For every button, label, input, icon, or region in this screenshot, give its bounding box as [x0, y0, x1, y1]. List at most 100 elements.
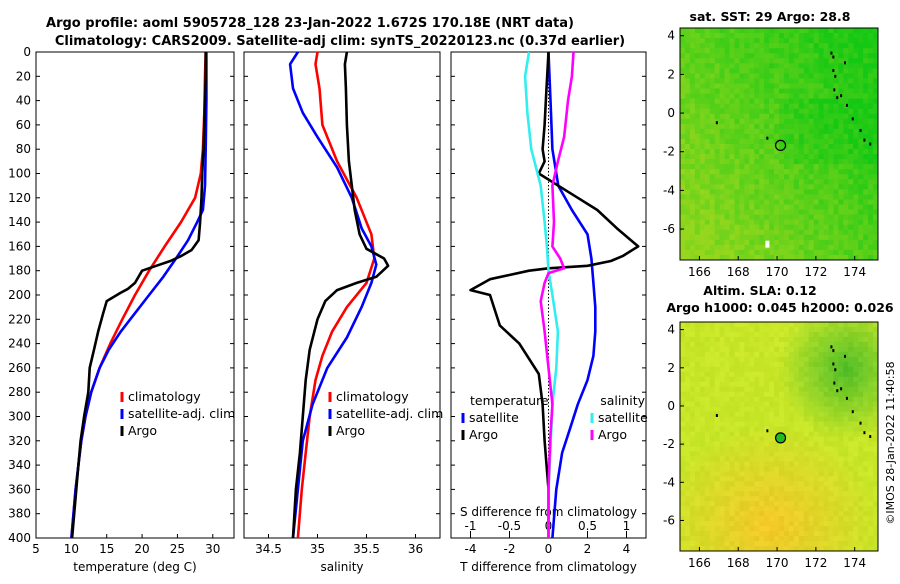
heatmap-cell	[863, 466, 869, 472]
heatmap-cell	[873, 128, 879, 135]
heatmap-cell	[699, 113, 706, 120]
heatmap-cell	[724, 133, 730, 140]
heatmap-cell	[823, 541, 829, 547]
heatmap-cell	[749, 526, 755, 532]
heatmap-cell	[754, 411, 760, 417]
heatmap-cell	[863, 73, 869, 79]
map-xtick-label: 168	[727, 265, 750, 279]
heatmap-cell	[719, 351, 725, 358]
heatmap-cell	[858, 73, 864, 79]
heatmap-cell	[779, 466, 785, 472]
heatmap-cell	[803, 169, 810, 175]
heatmap-cell	[689, 254, 696, 261]
heatmap-cell	[729, 154, 735, 160]
heatmap-cell	[858, 244, 864, 251]
heatmap-cell	[689, 496, 696, 502]
heatmap-cell	[848, 33, 854, 39]
heatmap-cell	[858, 33, 864, 39]
heatmap-cell	[684, 491, 691, 497]
heatmap-cell	[843, 48, 849, 54]
heatmap-cell	[709, 396, 716, 403]
heatmap-cell	[724, 48, 730, 54]
heatmap-cell	[724, 486, 730, 492]
heatmap-cell	[764, 169, 770, 175]
heatmap-cell	[684, 169, 691, 175]
heatmap-cell	[749, 98, 755, 105]
heatmap-cell	[774, 421, 780, 427]
heatmap-cell	[744, 149, 750, 155]
heatmap-cell	[828, 391, 834, 398]
heatmap-cell	[779, 219, 785, 226]
heatmap-cell	[764, 113, 770, 120]
heatmap-cell	[848, 361, 854, 368]
heatmap-cell	[680, 436, 686, 442]
heatmap-cell	[788, 451, 795, 457]
heatmap-cell	[719, 361, 725, 368]
heatmap-cell	[684, 93, 691, 100]
heatmap-cell	[863, 546, 869, 552]
heatmap-cell	[704, 536, 711, 542]
heatmap-cell	[853, 184, 859, 190]
heatmap-cell	[833, 229, 839, 236]
heatmap-cell	[759, 88, 765, 94]
heatmap-cell	[813, 486, 819, 492]
heatmap-cell	[803, 466, 810, 472]
heatmap-cell	[808, 249, 815, 256]
heatmap-cell	[793, 426, 800, 432]
heatmap-cell	[764, 506, 770, 512]
heatmap-cell	[803, 421, 810, 427]
heatmap-cell	[783, 536, 790, 542]
heatmap-cell	[853, 133, 859, 140]
heatmap-cell	[724, 159, 730, 165]
heatmap-cell	[808, 526, 815, 532]
heatmap-cell	[838, 336, 844, 343]
heatmap-cell	[828, 128, 834, 135]
heatmap-cell	[823, 451, 829, 457]
heatmap-cell	[868, 113, 874, 120]
heatmap-cell	[843, 456, 849, 462]
heatmap-cell	[833, 521, 839, 527]
heatmap-cell	[689, 386, 696, 393]
heatmap-cell	[680, 466, 686, 472]
heatmap-cell	[689, 322, 696, 328]
heatmap-cell	[873, 68, 879, 74]
heatmap-cell	[719, 113, 725, 120]
heatmap-cell	[769, 401, 775, 408]
heatmap-cell	[754, 108, 760, 115]
heatmap-cell	[783, 38, 790, 44]
island-marker	[766, 136, 769, 140]
heatmap-cell	[724, 456, 730, 462]
heatmap-cell	[694, 189, 701, 195]
heatmap-cell	[873, 521, 879, 527]
heatmap-cell	[774, 346, 780, 353]
heatmap-cell	[719, 401, 725, 408]
heatmap-cell	[689, 421, 696, 427]
heatmap-cell	[759, 441, 765, 447]
heatmap-cell	[779, 234, 785, 241]
heatmap-cell	[744, 234, 750, 241]
heatmap-cell	[798, 546, 805, 552]
heatmap-cell	[744, 209, 750, 216]
island-marker	[834, 368, 837, 372]
heatmap-cell	[744, 361, 750, 368]
heatmap-cell	[863, 33, 869, 39]
heatmap-cell	[724, 128, 730, 135]
heatmap-cell	[818, 174, 824, 180]
heatmap-cell	[689, 411, 696, 417]
heatmap-cell	[749, 113, 755, 120]
heatmap-cell	[823, 531, 829, 537]
heatmap-cell	[754, 189, 760, 195]
heatmap-cell	[783, 58, 790, 64]
heatmap-cell	[783, 531, 790, 537]
heatmap-cell	[689, 244, 696, 251]
heatmap-cell	[873, 189, 879, 195]
heatmap-cell	[838, 326, 844, 333]
heatmap-cell	[823, 169, 829, 175]
heatmap-cell	[838, 174, 844, 180]
heatmap-cell	[774, 496, 780, 502]
heatmap-cell	[724, 88, 730, 94]
heatmap-cell	[764, 426, 770, 432]
heatmap-cell	[868, 78, 874, 84]
heatmap-cell	[749, 149, 755, 155]
heatmap-cell	[724, 356, 730, 363]
